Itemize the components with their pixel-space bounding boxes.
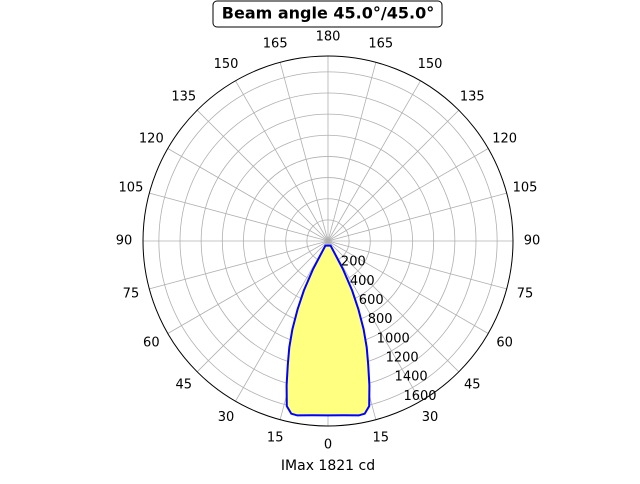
grid-spoke xyxy=(327,240,421,402)
grid-spoke xyxy=(149,240,329,290)
grid-spoke xyxy=(327,109,460,242)
theta-tick-label: 165 xyxy=(368,36,393,51)
r-tick-label: 1600 xyxy=(403,389,436,404)
theta-tick-label: 75 xyxy=(123,286,140,301)
theta-tick-label: 45 xyxy=(175,378,192,393)
theta-tick-label: 135 xyxy=(171,89,196,104)
grid-spoke xyxy=(327,240,489,334)
theta-tick-label: 0 xyxy=(324,438,332,453)
r-tick-label: 800 xyxy=(368,312,393,327)
theta-tick-label: 90 xyxy=(524,234,541,249)
grid-spoke xyxy=(196,240,329,373)
grid-spoke xyxy=(327,148,489,242)
theta-tick-label: 60 xyxy=(496,336,513,351)
theta-tick-label: 150 xyxy=(418,57,443,72)
theta-tick-label: 90 xyxy=(116,234,133,249)
grid-spoke xyxy=(327,240,460,373)
theta-tick-label: 105 xyxy=(513,181,538,196)
r-tick-label: 200 xyxy=(341,255,366,270)
grid-spoke xyxy=(327,192,507,242)
r-tick-label: 1000 xyxy=(377,331,410,346)
grid-spoke xyxy=(167,148,329,242)
r-tick-label: 1200 xyxy=(386,350,419,365)
theta-tick-label: 150 xyxy=(214,57,239,72)
r-tick-label: 400 xyxy=(350,274,375,289)
beam-line xyxy=(285,244,371,417)
theta-tick-label: 75 xyxy=(517,286,534,301)
theta-tick-label: 135 xyxy=(460,89,485,104)
r-tick-label: 600 xyxy=(359,293,384,308)
theta-tick-label: 15 xyxy=(373,431,390,446)
grid-spoke xyxy=(149,192,329,242)
theta-tick-label: 120 xyxy=(139,132,164,147)
theta-tick-label: 45 xyxy=(464,378,481,393)
grid-spoke xyxy=(279,62,329,242)
grid-spoke xyxy=(167,240,329,334)
grid-spoke xyxy=(196,109,329,242)
grid-spoke xyxy=(235,80,329,242)
theta-tick-label: 165 xyxy=(263,36,288,51)
theta-tick-label: 60 xyxy=(143,336,160,351)
grid-spoke xyxy=(327,62,377,242)
beam-area xyxy=(286,245,370,416)
theta-tick-label: 120 xyxy=(492,132,517,147)
grid-spoke xyxy=(327,240,507,290)
x-axis-label: IMax 1821 cd xyxy=(281,458,375,474)
chart-title: Beam angle 45.0°/45.0° xyxy=(222,4,434,23)
title-box xyxy=(212,0,443,28)
grid-spoke xyxy=(235,240,329,402)
theta-tick-label: 15 xyxy=(267,431,284,446)
theta-tick-label: 180 xyxy=(316,30,341,45)
theta-tick-label: 30 xyxy=(218,410,235,425)
r-tick-label: 1400 xyxy=(395,370,428,385)
grid-spoke xyxy=(327,80,421,242)
theta-tick-label: 105 xyxy=(119,181,144,196)
theta-tick-label: 30 xyxy=(422,410,439,425)
polar-frame xyxy=(142,55,514,427)
